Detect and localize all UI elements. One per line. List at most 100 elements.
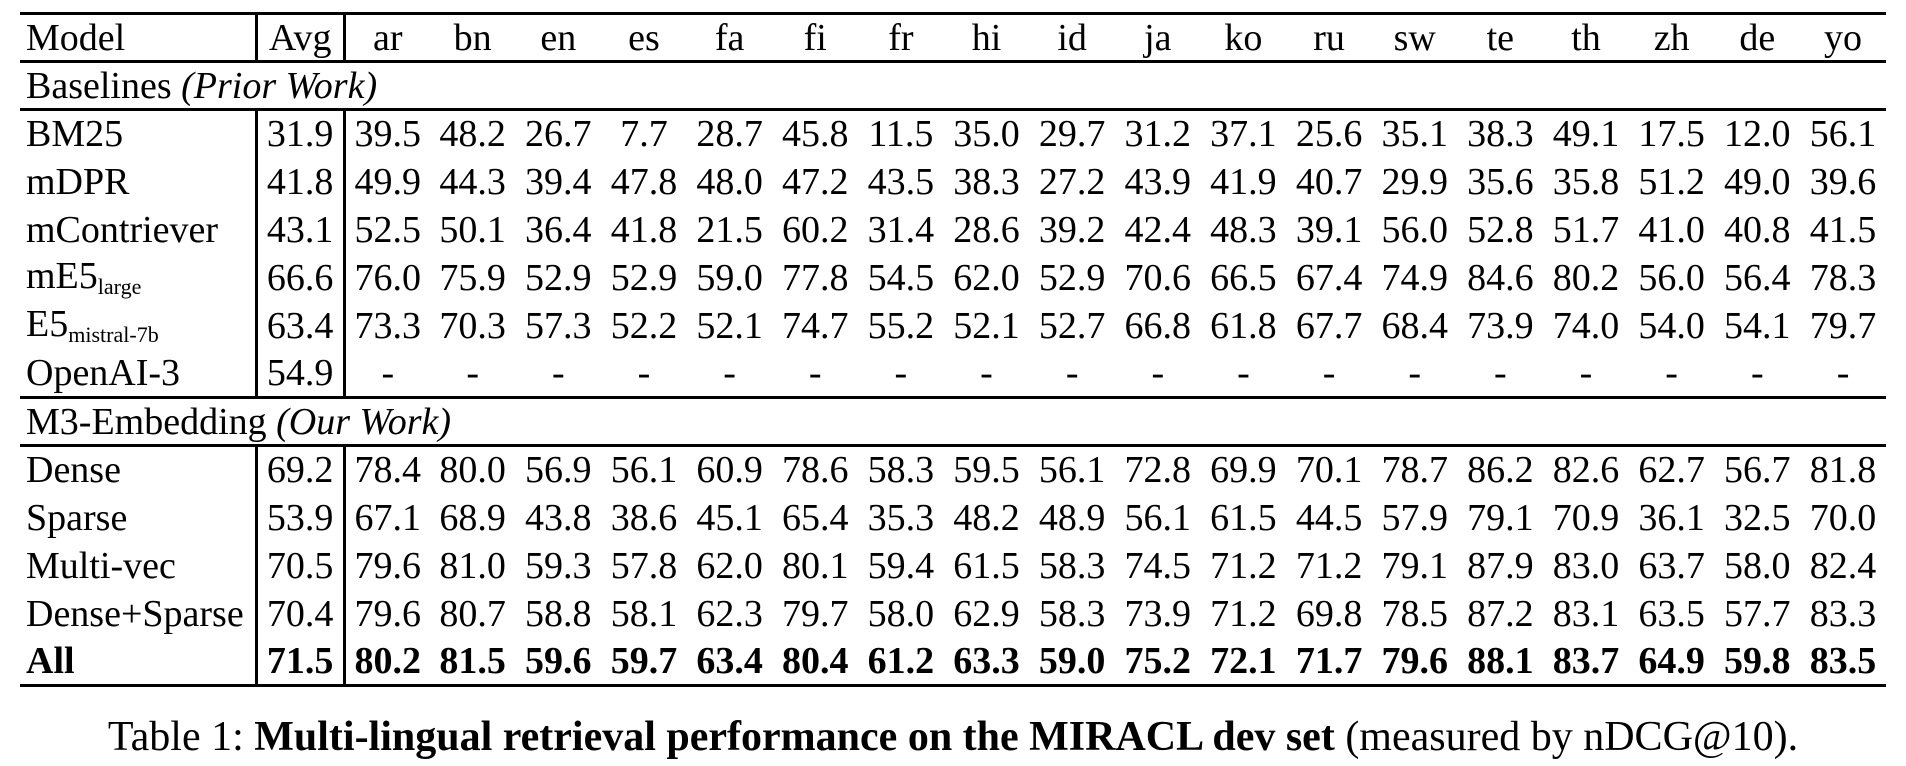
score-cell-id: 58.3 <box>1038 544 1106 587</box>
score-cell-sw: 56.0 <box>1381 208 1448 251</box>
score-cell-es: 58.1 <box>610 592 678 635</box>
score-cell-hi: 52.1 <box>953 304 1020 347</box>
avg-value-cell: 66.6 <box>256 253 346 302</box>
score-cell-en: 26.7 <box>525 113 592 156</box>
score-cell-sw: 78.5 <box>1381 592 1448 635</box>
column-header-zh: zh <box>1653 16 1690 59</box>
score-cell-ar: 78.4 <box>354 449 422 492</box>
score-cell-de: 56.7 <box>1724 449 1791 492</box>
avg-value-cell: 70.4 <box>256 589 346 638</box>
avg-value-cell: 53.9 <box>256 493 346 542</box>
score-cell-ja: 75.2 <box>1124 639 1192 682</box>
column-header-te: te <box>1486 16 1515 59</box>
score-cell-id: - <box>1065 351 1079 394</box>
score-cell-hi: 62.9 <box>953 592 1020 635</box>
score-cell-yo: 79.7 <box>1809 304 1877 347</box>
table-row: Dense+Sparse 70.4 79.6 80.7 58.8 58.1 62.3 79.7… <box>20 589 1886 638</box>
score-cell-es: 57.8 <box>610 544 678 587</box>
score-cell-ar: 76.0 <box>354 256 422 299</box>
score-cell-th: 49.1 <box>1552 113 1620 156</box>
column-header-id: id <box>1057 16 1087 59</box>
score-cell-hi: 48.2 <box>953 496 1020 539</box>
score-cell-de: 56.4 <box>1724 256 1791 299</box>
avg-value-cell: 63.4 <box>256 301 346 350</box>
score-cell-de: 58.0 <box>1724 544 1791 587</box>
score-cell-id: 52.9 <box>1038 256 1106 299</box>
table-row: OpenAI-3 54.9- - - - - - - - - - - - - - - - - - <box>20 349 1886 398</box>
score-cell-fr: 54.5 <box>867 256 935 299</box>
score-cell-yo: - <box>1836 351 1850 394</box>
score-cell-fa: 21.5 <box>696 208 763 251</box>
score-cell-es: 47.8 <box>610 160 678 203</box>
score-cell-id: 29.7 <box>1038 113 1106 156</box>
score-cell-yo: 70.0 <box>1809 496 1877 539</box>
score-cell-id: 52.7 <box>1038 304 1106 347</box>
score-cell-yo: 56.1 <box>1809 113 1877 156</box>
score-cell-sw: - <box>1408 351 1422 394</box>
score-cell-th: 83.0 <box>1552 544 1620 587</box>
score-cell-fa: 52.1 <box>696 304 763 347</box>
score-cell-de: 57.7 <box>1724 592 1791 635</box>
score-cell-ru: 70.1 <box>1295 449 1363 492</box>
score-cell-fi: - <box>808 351 822 394</box>
table-row: All 71.5 80.2 81.5 59.6 59.7 63.4 80.4 61.2 63.3 5… <box>20 637 1886 686</box>
table-row: mContriever 43.1 52.5 50.1 36.4 41.8 21.5 60.2 3… <box>20 205 1886 254</box>
avg-value-cell: 71.5 <box>256 637 346 686</box>
model-name: E5 <box>26 303 69 346</box>
score-cell-te: 87.9 <box>1467 544 1534 587</box>
score-cell-en: 52.9 <box>525 256 592 299</box>
score-cell-fr: 43.5 <box>867 160 935 203</box>
section-header-pre: Baselines <box>26 64 182 107</box>
model-name-subscript: large <box>97 274 142 300</box>
column-header-en: en <box>540 16 577 59</box>
score-cell-ru: 67.4 <box>1295 256 1363 299</box>
score-cell-yo: 78.3 <box>1809 256 1877 299</box>
score-cell-fr: 11.5 <box>868 113 934 156</box>
model-name: Dense <box>26 449 121 492</box>
score-cell-fr: 31.4 <box>867 208 935 251</box>
model-name: mE5 <box>26 255 98 298</box>
score-cell-bn: 81.0 <box>439 544 506 587</box>
score-cell-ja: - <box>1151 351 1165 394</box>
score-cell-es: - <box>637 351 651 394</box>
header-row: Model Avg ar bn en es fa fi fr hi id ja ko ru sw te th zh… <box>20 13 1886 62</box>
section-header-row: M3-Embedding (Our Work) <box>20 397 1886 447</box>
score-cell-ko: 37.1 <box>1210 113 1277 156</box>
score-cell-bn: 80.7 <box>439 592 506 635</box>
score-cell-ru: 25.6 <box>1295 113 1363 156</box>
score-cell-zh: 41.0 <box>1638 208 1705 251</box>
score-cell-sw: 78.7 <box>1381 449 1448 492</box>
score-cell-fi: 60.2 <box>781 208 849 251</box>
score-cell-ko: 48.3 <box>1210 208 1277 251</box>
score-cell-es: 41.8 <box>610 208 678 251</box>
score-cell-ar: 79.6 <box>354 592 422 635</box>
column-header-fi: fi <box>803 16 827 59</box>
score-cell-ar: - <box>381 351 395 394</box>
score-cell-fi: 80.4 <box>781 639 849 682</box>
model-name-cell: BM25 <box>20 109 258 158</box>
score-cell-yo: 39.6 <box>1809 160 1877 203</box>
score-cell-sw: 68.4 <box>1381 304 1448 347</box>
score-cell-en: - <box>551 351 565 394</box>
score-cell-te: 87.2 <box>1467 592 1534 635</box>
score-cell-th: - <box>1579 351 1593 394</box>
column-header-fa: fa <box>714 16 745 59</box>
section-header-pre: M3-Embedding <box>26 400 277 443</box>
model-name-cell: mContriever <box>20 205 258 254</box>
score-cell-ja: 70.6 <box>1124 256 1192 299</box>
score-cell-de: 32.5 <box>1724 496 1791 539</box>
score-cell-ja: 74.5 <box>1124 544 1192 587</box>
score-cell-de: 54.1 <box>1724 304 1791 347</box>
score-cell-ru: 67.7 <box>1295 304 1363 347</box>
score-cell-ko: 61.5 <box>1210 496 1277 539</box>
column-header-yo: yo <box>1824 16 1863 59</box>
column-header-ko: ko <box>1224 16 1263 59</box>
avg-value-cell: 31.9 <box>256 109 346 158</box>
score-cell-en: 36.4 <box>525 208 592 251</box>
score-cell-bn: 44.3 <box>439 160 506 203</box>
score-cell-bn: 68.9 <box>439 496 506 539</box>
score-cell-en: 57.3 <box>525 304 592 347</box>
score-cell-bn: - <box>466 351 479 394</box>
column-header-avg: Avg <box>256 13 346 62</box>
